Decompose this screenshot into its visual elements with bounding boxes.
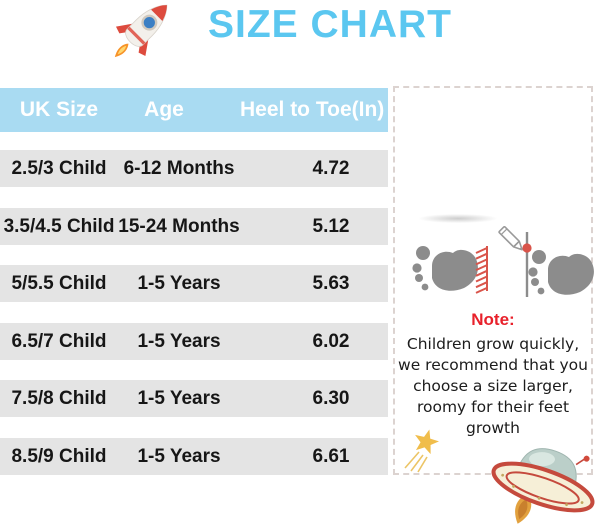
table-row: 2.5/3 Child 6-12 Months 4.72 (0, 150, 388, 187)
cell-age: 1-5 Years (137, 387, 221, 409)
pencil-icon (498, 226, 523, 251)
note-line: choose a size larger, (413, 377, 573, 395)
cell-age: 15-24 Months (118, 215, 240, 237)
column-header-heel-to-toe: Heel to Toe(In) (240, 98, 385, 121)
cell-uk-size: 7.5/8 Child (11, 387, 107, 409)
footprints-measure-illustration (412, 226, 594, 297)
cell-heel-to-toe: 5.12 (312, 215, 350, 237)
cell-age: 1-5 Years (137, 445, 221, 467)
note-line: growth (466, 419, 520, 437)
measure-point-dot (522, 243, 532, 253)
cell-heel-to-toe: 6.02 (312, 330, 350, 352)
footprint-shadow (419, 214, 497, 223)
rocket-icon (114, 4, 168, 58)
note-block: Note: Children grow quickly, we recommen… (395, 310, 591, 439)
shooting-star-icon (404, 429, 440, 473)
note-line: Children grow quickly, (406, 335, 580, 353)
cell-heel-to-toe: 5.63 (312, 272, 350, 294)
ruler-hatch-marks (475, 246, 488, 294)
note-label: Note: (471, 310, 515, 329)
cell-uk-size: 8.5/9 Child (11, 445, 107, 467)
cell-age: 1-5 Years (137, 272, 221, 294)
page-title: SIZE CHART (208, 3, 452, 46)
table-row: 5/5.5 Child 1-5 Years 5.63 (0, 265, 388, 302)
cell-age: 1-5 Years (137, 330, 221, 352)
note-line: roomy for their feet (416, 398, 570, 416)
table-row: 6.5/7 Child 1-5 Years 6.02 (0, 323, 388, 360)
cell-heel-to-toe: 6.61 (312, 445, 350, 467)
cell-uk-size: 5/5.5 Child (11, 272, 107, 294)
cell-age: 6-12 Months (123, 157, 235, 179)
table-header-row: UK Size Age Heel to Toe(In) (0, 88, 388, 132)
table-row: 3.5/4.5 Child 15-24 Months 5.12 (0, 208, 388, 245)
column-header-age: Age (144, 98, 184, 121)
column-header-uk-size: UK Size (19, 98, 99, 121)
cell-heel-to-toe: 4.72 (312, 157, 350, 179)
ufo-icon (491, 448, 595, 524)
cell-heel-to-toe: 6.30 (312, 387, 350, 409)
cell-uk-size: 6.5/7 Child (11, 330, 107, 352)
note-line: we recommend that you (398, 356, 588, 374)
note-panel: Note: Children grow quickly, we recommen… (393, 86, 594, 475)
cell-uk-size: 2.5/3 Child (11, 157, 107, 179)
table-row: 8.5/9 Child 1-5 Years 6.61 (0, 438, 388, 475)
cell-uk-size: 3.5/4.5 Child (3, 215, 115, 237)
table-row: 7.5/8 Child 1-5 Years 6.30 (0, 380, 388, 417)
